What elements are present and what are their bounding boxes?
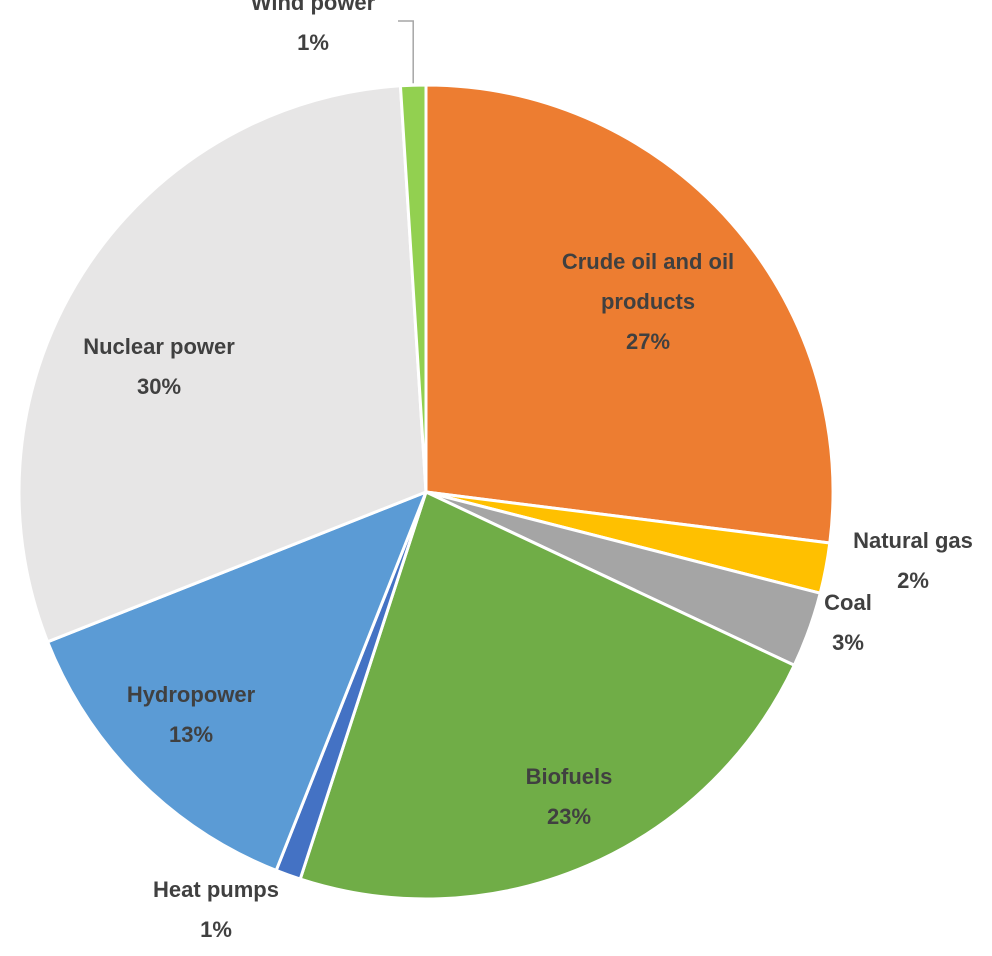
pie-slice-biofuels [298, 490, 796, 901]
pie-slice-wind-power [398, 83, 428, 494]
pie-slice-crude-oil-and-oil-products [424, 83, 835, 545]
data-label-coal: Coal 3% [824, 590, 872, 655]
leader-line-wind-power [398, 20, 414, 84]
leader-lines [398, 20, 414, 84]
pie-slices [17, 83, 835, 901]
data-label-nuclear-power: Nuclear power 30% [83, 334, 235, 399]
data-label-biofuels: Biofuels 23% [526, 764, 613, 829]
pie-slice-hydropower [46, 490, 428, 872]
data-label-wind-power: Wind power 1% [251, 0, 376, 55]
data-labels: Crude oil and oil products 27% Natural gas 2… [83, 0, 973, 942]
data-label-hydropower: Hydropower 13% [127, 682, 256, 747]
data-label-natural-gas: Natural gas 2% [853, 528, 973, 593]
data-label-crude-oil-and-oil-products: Crude oil and oil products 27% [562, 249, 734, 354]
data-label-heat-pumps: Heat pumps 1% [153, 877, 279, 942]
pie-slice-nuclear-power [17, 84, 428, 644]
